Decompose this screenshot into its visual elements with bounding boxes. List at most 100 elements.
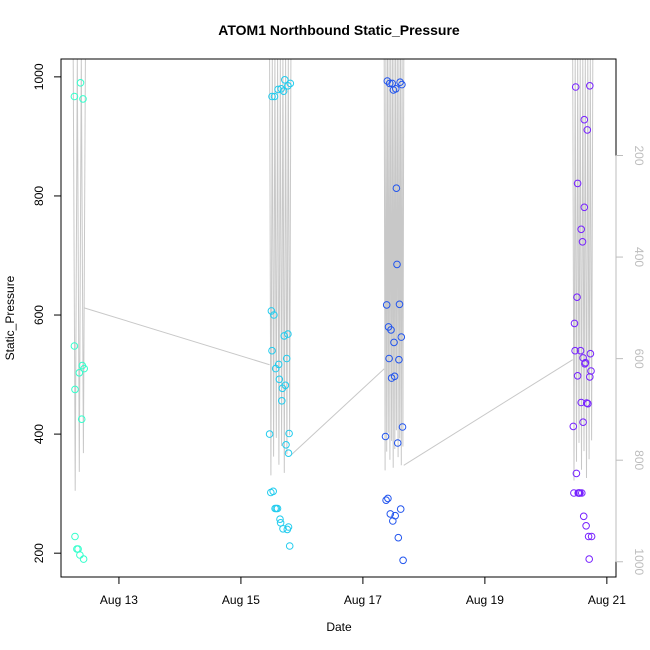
data-point (576, 346, 585, 355)
data-point (579, 418, 587, 427)
data-point (285, 429, 293, 438)
y-tick-label: 400 (32, 424, 46, 444)
data-point (279, 525, 287, 533)
data-point (80, 364, 88, 373)
data-point (274, 85, 282, 94)
depth-profile-burst (72, 58, 86, 491)
data-point (278, 397, 286, 405)
data-point (280, 332, 289, 340)
data-point (577, 225, 586, 234)
x-tick-label: Aug 17 (344, 593, 382, 607)
data-point (393, 260, 401, 269)
data-points-layer (70, 76, 596, 565)
data-point (267, 307, 276, 315)
data-point (578, 238, 587, 246)
data-point (75, 369, 84, 377)
depth-profile-connector (290, 368, 385, 456)
data-point (570, 319, 579, 328)
data-point (381, 432, 390, 441)
data-point (396, 505, 405, 513)
y-tick-label: 800 (32, 186, 46, 206)
secondary-y-axis: 200 400 600 800 1000 (615, 145, 646, 575)
data-point (392, 85, 400, 93)
data-point (70, 342, 79, 350)
data-point (71, 385, 79, 394)
data-point (572, 469, 581, 478)
y2-tick-label: 200 (632, 145, 646, 165)
x-axis-label: Date (326, 620, 352, 634)
data-point (284, 82, 292, 90)
data-point (584, 399, 592, 408)
data-point (573, 293, 581, 302)
data-point (284, 330, 292, 338)
data-point (395, 300, 404, 309)
data-point (284, 523, 293, 531)
data-point (578, 489, 586, 497)
data-point (383, 77, 392, 85)
data-point (277, 85, 286, 93)
data-point (585, 555, 594, 563)
data-point (580, 115, 589, 124)
data-point (268, 92, 276, 101)
chart-title: ATOM1 Northbound Static_Pressure (218, 22, 460, 38)
data-point (281, 381, 290, 390)
data-point (571, 346, 579, 355)
data-point (395, 355, 403, 364)
data-point (398, 423, 407, 431)
data-point (79, 555, 88, 563)
plot-frame (60, 58, 617, 578)
data-point (70, 92, 79, 101)
x-tick-label: Aug 21 (588, 593, 626, 607)
y-tick-label: 600 (32, 305, 46, 325)
x-tick-label: Aug 19 (466, 593, 504, 607)
data-point (399, 556, 407, 565)
data-point (390, 372, 399, 381)
data-point (583, 126, 592, 134)
data-point (391, 511, 400, 520)
data-point (274, 360, 283, 369)
data-point (265, 430, 274, 438)
depth-profile-layer (72, 58, 594, 491)
data-point (390, 338, 398, 347)
data-point (397, 333, 406, 341)
depth-profile-burst (269, 58, 292, 476)
data-point (273, 504, 282, 513)
x-axis: Aug 13 Aug 15 Aug 17 Aug 19 Aug 21 (100, 576, 626, 607)
data-point (269, 487, 278, 496)
data-point (79, 95, 87, 103)
data-point (398, 80, 406, 89)
data-point (586, 373, 594, 381)
y2-tick-label: 400 (632, 247, 646, 267)
depth-profile-connector (403, 359, 573, 466)
data-point (570, 489, 578, 497)
y-tick-label: 200 (32, 543, 46, 563)
data-point (76, 79, 85, 87)
data-point (282, 354, 291, 363)
data-point (587, 532, 596, 541)
data-point (276, 515, 284, 524)
data-point (581, 358, 590, 367)
y-tick-label: 1000 (32, 63, 46, 90)
data-point (284, 449, 293, 458)
data-point (571, 83, 580, 91)
data-point (77, 415, 86, 424)
y2-tick-label: 1000 (632, 548, 646, 575)
data-point (394, 533, 403, 542)
data-point (386, 510, 395, 518)
data-point (573, 372, 582, 380)
data-point (270, 92, 279, 101)
data-point (586, 349, 595, 358)
data-point (279, 87, 288, 95)
data-point (586, 82, 594, 90)
data-point (382, 301, 391, 309)
data-point (385, 354, 393, 363)
data-point (384, 494, 392, 503)
data-point (587, 367, 595, 375)
data-point (387, 326, 395, 334)
y-axis-label: Static_Pressure (3, 275, 17, 360)
data-point (580, 203, 589, 212)
data-point (569, 422, 578, 431)
x-tick-label: Aug 13 (100, 593, 138, 607)
data-point (76, 551, 84, 559)
